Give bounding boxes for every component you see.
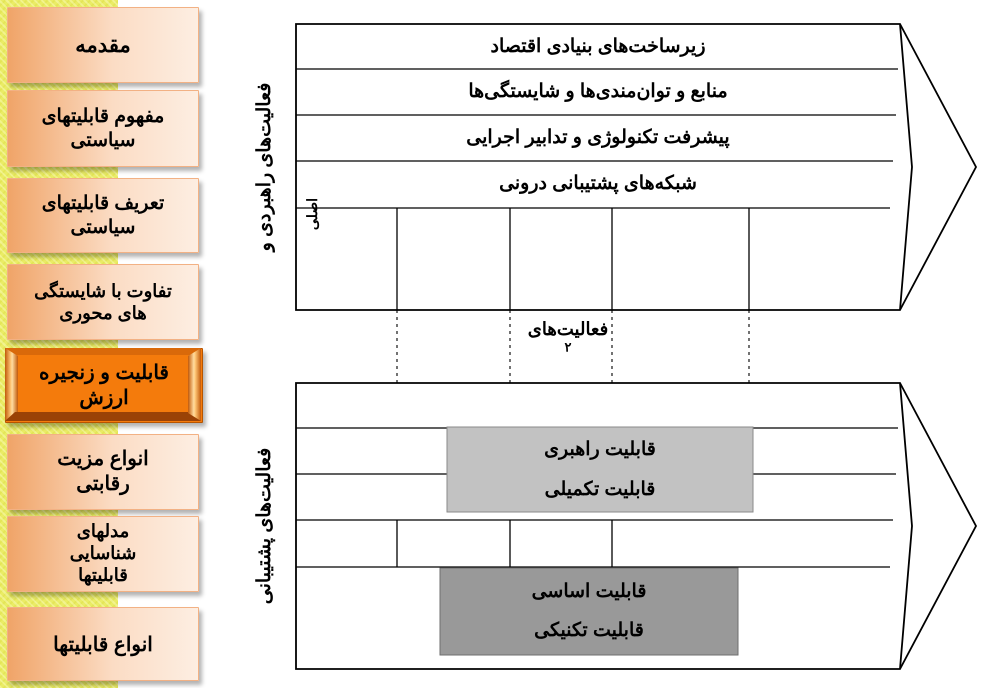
svg-text:شبکه‌های پشتیبانی درونی: شبکه‌های پشتیبانی درونی [499,173,697,194]
svg-text:پیشرفت تکنولوژی و تدابیر اجرای: پیشرفت تکنولوژی و تدابیر اجرایی [466,127,729,148]
svg-text:فعالیت‌های پشتیبانی: فعالیت‌های پشتیبانی [254,448,275,605]
svg-text:فعالیت‌های راهبردی و: فعالیت‌های راهبردی و [254,83,275,254]
svg-text:فعالیت‌های: فعالیت‌های [528,319,608,339]
svg-text:منابع و توان‌مندی‌ها و شایستگی: منابع و توان‌مندی‌ها و شایستگی‌ها [468,79,727,102]
svg-text:قابلیت راهبری: قابلیت راهبری [544,439,656,460]
svg-text:زیرساخت‌های بنیادی اقتصاد: زیرساخت‌های بنیادی اقتصاد [491,36,706,57]
svg-text:قابلیت تکنیکی: قابلیت تکنیکی [534,620,644,641]
svg-text:قابلیت اساسی: قابلیت اساسی [532,581,647,602]
svg-text:۲: ۲ [565,339,572,354]
svg-text:قابلیت تکمیلی: قابلیت تکمیلی [545,479,656,500]
